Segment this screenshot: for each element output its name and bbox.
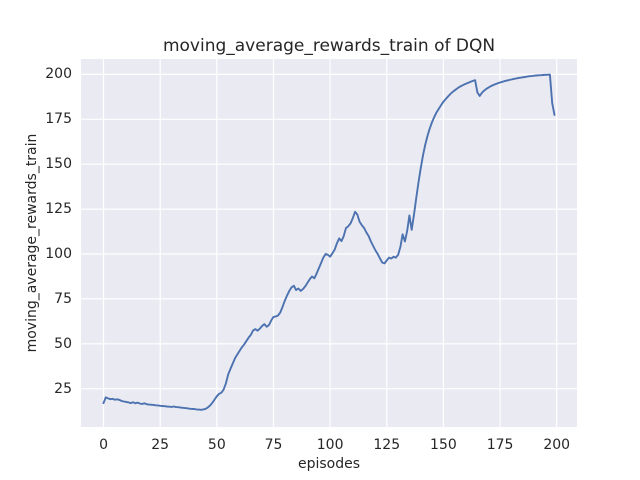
- y-tick-label: 200: [45, 66, 72, 83]
- x-tick-label: 175: [486, 437, 514, 453]
- y-tick-label: 175: [45, 111, 72, 128]
- x-tick-label: 200: [543, 437, 571, 453]
- x-axis-label: episodes: [297, 456, 361, 472]
- x-tick-label: 0: [99, 437, 108, 453]
- y-tick-label: 150: [45, 156, 72, 173]
- y-axis-label-text: moving_average_rewards_train: [24, 133, 40, 353]
- y-tick-label: 100: [45, 246, 72, 263]
- x-tick-label: 125: [373, 437, 401, 453]
- y-tick-label: 125: [45, 201, 72, 218]
- x-tick-label: 25: [151, 437, 170, 453]
- chart-title: moving_average_rewards_train of DQN: [162, 36, 496, 56]
- reward-line: [102, 73, 556, 411]
- plot-area: [81, 59, 577, 427]
- x-tick-label: 50: [207, 437, 226, 453]
- x-tick-label: 75: [264, 437, 283, 453]
- y-tick-label: 50: [54, 335, 72, 352]
- y-tick-label: 75: [54, 290, 72, 307]
- y-tick-label: 25: [54, 380, 72, 397]
- x-tick-label: 100: [316, 437, 344, 453]
- x-tick-label: 150: [430, 437, 457, 453]
